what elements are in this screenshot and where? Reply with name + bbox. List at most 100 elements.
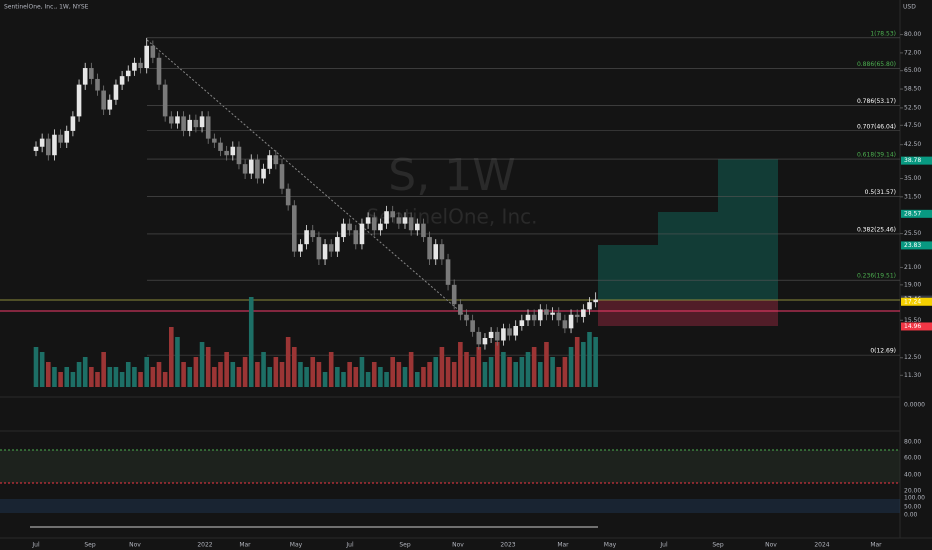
volume-bar — [322, 372, 328, 387]
candle-body — [125, 70, 131, 77]
candle-body — [568, 314, 574, 329]
x-tick-label: Nov — [452, 542, 464, 549]
candle-body — [285, 188, 291, 206]
price-badge — [901, 209, 932, 218]
fib-label: 0(12.69) — [870, 348, 896, 355]
candle-body — [89, 68, 94, 79]
volume-bar — [82, 357, 88, 387]
candle-body — [353, 230, 359, 245]
volume-bar — [574, 337, 580, 387]
candle-body — [550, 312, 555, 315]
candle-body — [64, 130, 70, 143]
candle-body — [427, 237, 432, 260]
volume-bar — [482, 362, 488, 387]
volume-bar — [390, 357, 395, 387]
price-badge-label: 28.57 — [904, 210, 921, 217]
volume-bar — [550, 357, 555, 387]
candle-body — [396, 217, 402, 224]
candle-body — [488, 331, 494, 339]
candle-body — [181, 116, 186, 131]
volume-bar — [236, 367, 242, 387]
candle-body — [46, 138, 51, 156]
volume-bar — [316, 362, 322, 387]
volume-bar — [101, 352, 106, 387]
candle-body — [132, 62, 137, 71]
candle-body — [525, 314, 531, 321]
fib-label: 0.382(25.46) — [857, 226, 896, 233]
candle-body — [205, 116, 211, 139]
indicator-axis-label: 50.00 — [904, 504, 921, 511]
candle-body — [82, 68, 88, 85]
candle-body — [408, 217, 414, 231]
volume-bar — [89, 367, 94, 387]
candle-body — [470, 320, 475, 332]
candle-body — [101, 90, 106, 110]
volume-bar — [119, 372, 125, 387]
candle-body — [248, 159, 254, 174]
volume-bar — [107, 367, 113, 387]
y-tick-label: 52.50 — [904, 104, 921, 111]
candle-body — [322, 244, 328, 260]
candle-body — [70, 116, 76, 131]
candle-body — [169, 116, 174, 124]
candle-body — [230, 146, 236, 156]
fib-label: 0.786(53.17) — [857, 98, 896, 105]
indicator-axis-label: 60.00 — [904, 455, 921, 462]
candle-body — [33, 146, 39, 151]
volume-bar — [132, 367, 137, 387]
candle-body — [593, 299, 598, 303]
candle-body — [359, 223, 365, 245]
volume-bar — [427, 362, 432, 387]
volume-bar — [255, 362, 260, 387]
volume-bar — [371, 362, 377, 387]
candle-body — [513, 326, 518, 336]
volume-bar — [538, 362, 543, 387]
volume-bar — [384, 372, 389, 387]
volume-bar — [46, 362, 51, 387]
candle-body — [218, 142, 223, 151]
volume-bar — [193, 357, 199, 387]
y-tick-label: 11.30 — [904, 372, 921, 379]
fib-label: 0.707(46.04) — [857, 123, 896, 130]
candle-body — [76, 84, 82, 117]
candle-body — [199, 116, 205, 128]
volume-bar — [205, 347, 211, 387]
volume-bar — [568, 347, 574, 387]
volume-bar — [248, 297, 254, 387]
volume-bar — [341, 372, 346, 387]
y-tick-label: 65.00 — [904, 67, 921, 74]
candle-body — [421, 223, 426, 238]
price-badge — [901, 297, 932, 306]
volume-bar — [162, 372, 168, 387]
volume-bar — [347, 362, 352, 387]
stop-zone — [598, 300, 778, 326]
candle-body — [162, 84, 168, 117]
candle-body — [279, 164, 285, 189]
price-badge — [901, 156, 932, 165]
fib-label: 1(78.53) — [870, 30, 896, 37]
volume-bar — [451, 362, 457, 387]
candle-body — [494, 331, 500, 341]
candle-body — [316, 237, 322, 260]
volume-bar — [464, 352, 469, 387]
volume-bar — [187, 367, 193, 387]
candle-body — [458, 304, 463, 315]
candle-body — [119, 76, 125, 85]
volume-bar — [408, 352, 414, 387]
candle-body — [451, 284, 457, 305]
target-zone — [598, 245, 778, 300]
candle-body — [507, 328, 512, 336]
y-tick-label: 31.50 — [904, 193, 921, 200]
volume-bar — [242, 357, 248, 387]
x-tick-label: 2024 — [814, 542, 829, 549]
volume-bar — [402, 367, 408, 387]
price-badge — [901, 241, 932, 250]
candle-body — [150, 45, 156, 58]
volume-bar — [544, 342, 549, 387]
volume-bar — [298, 362, 303, 387]
stoch-band — [0, 499, 900, 513]
volume-bar — [556, 367, 562, 387]
volume-bar — [396, 362, 402, 387]
volume-bar — [76, 362, 82, 387]
volume-bar — [64, 367, 70, 387]
